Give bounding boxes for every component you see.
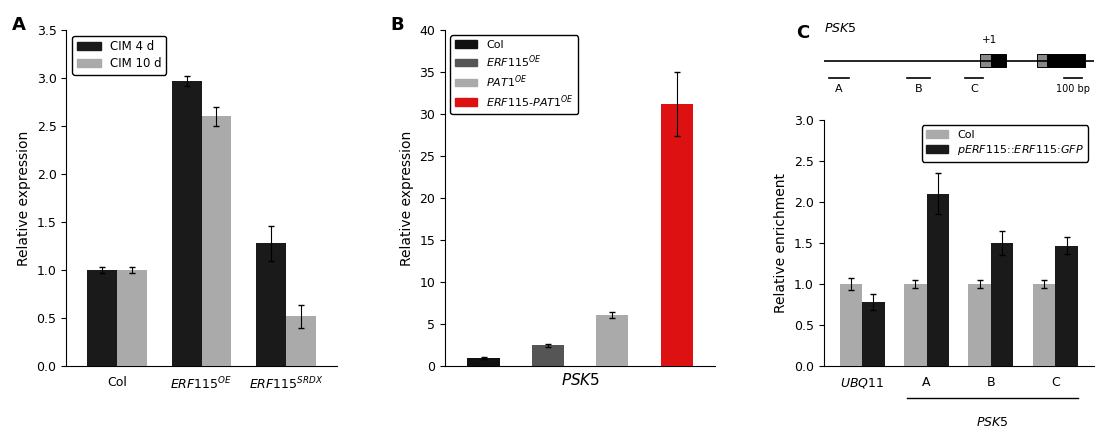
Bar [201, 116, 231, 366]
Text: C: C [797, 24, 810, 42]
Bar [991, 243, 1013, 366]
Text: A: A [835, 84, 843, 94]
Text: A: A [12, 16, 27, 35]
Bar [467, 358, 499, 366]
Legend: Col, $\it{ERF115}^{OE}$, $\it{PAT1}^{OE}$, $\it{ERF115}$-$\it{PAT1}^{OE}$: Col, $\it{ERF115}^{OE}$, $\it{PAT1}^{OE}… [451, 35, 578, 114]
Bar [597, 315, 629, 366]
Text: +1: +1 [982, 35, 998, 45]
Bar [532, 345, 564, 366]
Bar [904, 284, 926, 366]
Bar [840, 284, 862, 366]
Legend: CIM 4 d, CIM 10 d: CIM 4 d, CIM 10 d [72, 36, 167, 75]
Bar [286, 317, 316, 366]
Bar [1048, 54, 1085, 67]
X-axis label: $\it{PSK5}$: $\it{PSK5}$ [560, 372, 600, 388]
Bar [172, 81, 201, 366]
Y-axis label: Relative expression: Relative expression [17, 130, 31, 266]
Bar [1033, 284, 1055, 366]
Legend: Col, $\it{p}$$\it{ERF115}$::$\it{ERF115}$:$\it{GFP}$: Col, $\it{p}$$\it{ERF115}$::$\it{ERF115}… [922, 125, 1088, 161]
Bar [1055, 245, 1077, 366]
Bar [991, 54, 1006, 67]
Text: C: C [970, 84, 978, 94]
Text: B: B [915, 84, 923, 94]
Bar [661, 104, 693, 366]
Text: 100 bp: 100 bp [1056, 84, 1090, 94]
Text: $\it{PSK5}$: $\it{PSK5}$ [823, 22, 856, 35]
Bar [862, 302, 885, 366]
Text: B: B [391, 16, 404, 35]
Bar [117, 270, 147, 366]
Bar [256, 243, 286, 366]
Bar [968, 284, 991, 366]
Y-axis label: Relative enrichment: Relative enrichment [775, 173, 788, 313]
Text: $\it{PSK5}$: $\it{PSK5}$ [976, 416, 1009, 426]
Bar [1038, 54, 1048, 67]
Bar [980, 54, 991, 67]
Bar [87, 270, 117, 366]
Y-axis label: Relative expression: Relative expression [400, 130, 413, 266]
Bar [926, 194, 949, 366]
